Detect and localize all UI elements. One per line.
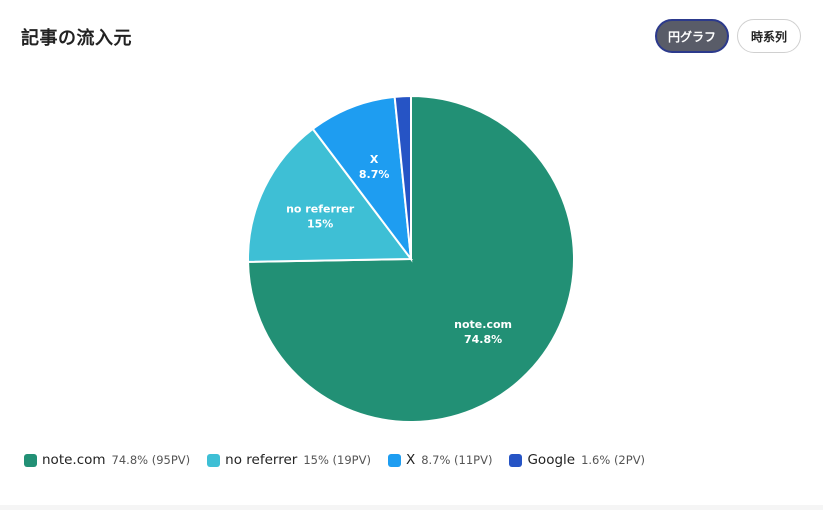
legend-name: note.com bbox=[42, 452, 106, 468]
page-title: 記事の流入元 bbox=[21, 28, 132, 49]
legend-name: no referrer bbox=[225, 452, 298, 468]
legend-item-no-referrer[interactable]: no referrer 15% (19PV) bbox=[207, 452, 371, 468]
legend-name: Google bbox=[527, 452, 576, 468]
legend-swatch bbox=[24, 453, 37, 467]
legend-swatch bbox=[509, 453, 523, 467]
legend-swatch bbox=[387, 453, 401, 467]
slice-label-percent: 74.8% bbox=[464, 333, 502, 346]
legend-item-x[interactable]: X 8.7% (11PV) bbox=[387, 452, 493, 468]
legend-name: X bbox=[405, 452, 416, 468]
slice-label-percent: 15% bbox=[307, 218, 333, 231]
slice-label-name: X bbox=[370, 153, 379, 166]
pie-slice-google[interactable] bbox=[393, 94, 412, 260]
time-series-toggle-button[interactable]: 時系列 bbox=[737, 19, 801, 53]
legend-value: 1.6% (2PV) bbox=[581, 453, 646, 467]
pie-slice-no-referrer[interactable] bbox=[247, 127, 413, 263]
slice-label-percent: 8.7% bbox=[359, 168, 390, 181]
pie-chart-toggle-button[interactable]: 円グラフ bbox=[655, 19, 729, 53]
pie-chart: note.com 74.8% no referrer 15% X 8.7% bbox=[247, 94, 575, 423]
legend-swatch bbox=[207, 453, 221, 467]
legend-item-note-com[interactable]: note.com 74.8% (95PV) bbox=[24, 452, 190, 468]
legend-value: 74.8% (95PV) bbox=[111, 453, 191, 467]
pie-slice-x[interactable] bbox=[311, 95, 413, 263]
legend-value: 15% (19PV) bbox=[303, 453, 371, 467]
slice-label-name: no referrer bbox=[286, 203, 355, 216]
slice-label-name: note.com bbox=[454, 318, 512, 331]
legend-item-google[interactable]: Google 1.6% (2PV) bbox=[509, 452, 645, 468]
legend-value: 8.7% (11PV) bbox=[421, 453, 493, 467]
chart-legend: note.com 74.8% (95PV) no referrer 15% (1… bbox=[24, 452, 662, 468]
